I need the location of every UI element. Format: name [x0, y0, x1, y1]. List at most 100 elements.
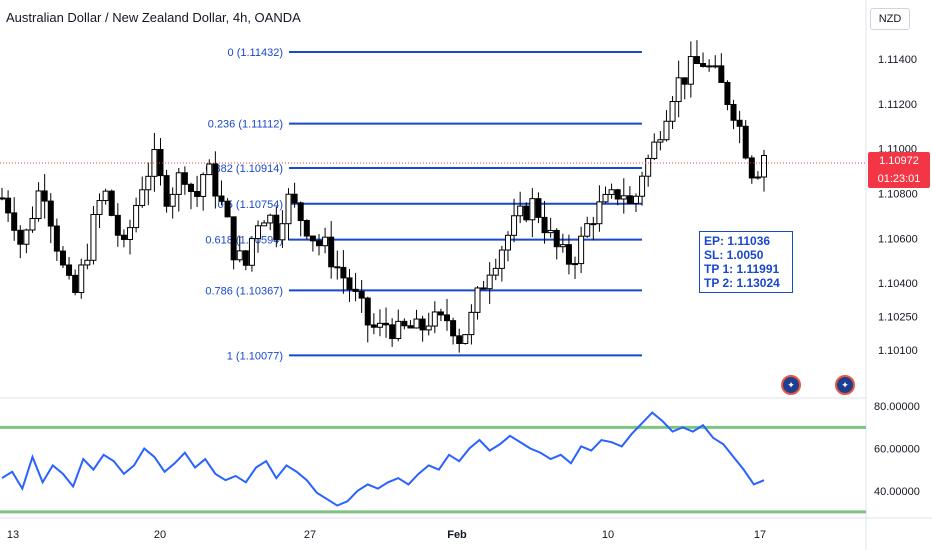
candle-body — [389, 324, 396, 340]
price-tick-label: 1.10100 — [878, 345, 918, 357]
candle-body — [242, 250, 249, 266]
candle-body — [693, 56, 700, 64]
candle-body — [163, 175, 170, 207]
candle-body — [41, 190, 48, 202]
candle-body — [681, 77, 688, 85]
candle-body — [706, 65, 713, 68]
candle-body — [657, 139, 664, 143]
candle-body — [632, 195, 639, 204]
candle-body — [11, 212, 18, 231]
candle-body — [596, 201, 603, 225]
candle-body — [303, 220, 310, 237]
chart-title: Australian Dollar / New Zealand Dollar, … — [6, 10, 301, 25]
entry-price: EP: 1.11036 — [704, 234, 771, 248]
candle-body — [511, 215, 518, 236]
trade-setup-note[interactable]: EP: 1.11036 SL: 1.0050 TP 1: 1.11991 TP … — [699, 231, 793, 293]
candle-body — [651, 141, 658, 159]
candle-body — [78, 264, 85, 294]
candle-body — [139, 189, 146, 207]
candle-body — [230, 216, 237, 261]
candle-body — [761, 155, 767, 178]
candle-body — [315, 240, 322, 247]
candle-body — [614, 189, 621, 200]
candle-body — [700, 62, 707, 67]
candle-body — [224, 200, 231, 218]
candle-body — [450, 320, 457, 337]
candle-body — [17, 229, 24, 245]
candle-body — [407, 325, 414, 329]
current-price-tag: 1.10972 01:23:01 — [868, 152, 930, 188]
candle-body — [663, 120, 670, 141]
rsi-tick-label: 40.00000 — [874, 486, 920, 498]
price-tick-label: 1.10800 — [878, 188, 918, 200]
fib-level-label: 0 (1.11432) — [228, 47, 283, 59]
candle-body — [480, 287, 487, 290]
candle-body — [431, 311, 438, 327]
candle-body — [492, 267, 499, 276]
candle-body — [47, 200, 54, 227]
rsi-tick-label: 80.00000 — [874, 401, 920, 413]
candle-body — [712, 65, 719, 68]
currency-selector[interactable]: NZD — [870, 8, 910, 30]
time-axis: 13 20 27 Feb 10 17 — [7, 529, 766, 541]
fib-level-label: 0.786 (1.10367) — [205, 285, 283, 297]
candle-body — [127, 227, 134, 240]
candle-body — [218, 195, 225, 202]
candle-body — [736, 119, 743, 127]
candle-body — [285, 193, 292, 225]
candle-body — [328, 236, 335, 268]
time-tick-label: 13 — [7, 529, 19, 541]
time-tick-label: 27 — [304, 529, 316, 541]
candle-body — [133, 205, 140, 229]
candle-body — [462, 334, 469, 344]
candle-body — [255, 225, 262, 240]
candle-body — [535, 198, 542, 218]
candle-body — [145, 175, 152, 191]
au-flag-icon[interactable]: ✦ — [835, 375, 855, 395]
candle-body — [626, 195, 633, 204]
candle-body — [608, 189, 615, 195]
fib-level-label: 0.382 (1.10914) — [205, 163, 283, 175]
candle-body — [541, 216, 548, 234]
candle-body — [376, 322, 383, 328]
candle-body — [35, 190, 42, 219]
time-tick-label: 10 — [602, 529, 614, 541]
candles — [0, 40, 767, 353]
rsi-axis: 80.00000 60.00000 40.00000 — [874, 401, 920, 498]
price-axis: 1.114001.112001.110001.108001.106001.104… — [878, 54, 918, 357]
candle-body — [358, 290, 365, 299]
candle-body — [370, 324, 377, 328]
candle-body — [748, 157, 755, 179]
candle-body — [0, 197, 5, 200]
candle-body — [419, 318, 426, 331]
au-flag-icon[interactable]: ✦ — [781, 375, 801, 395]
candle-body — [425, 325, 432, 331]
price-tick-label: 1.10250 — [878, 312, 918, 324]
candle-body — [66, 264, 73, 276]
candle-body — [72, 274, 79, 294]
candle-body — [523, 205, 530, 221]
candle-body — [5, 197, 12, 214]
candle-body — [578, 235, 585, 265]
candle-body — [200, 174, 207, 197]
current-price: 1.10972 — [879, 155, 919, 167]
candle-body — [645, 157, 652, 177]
candle-body — [187, 183, 194, 192]
candle-body — [212, 163, 219, 197]
candle-body — [669, 101, 676, 122]
candle-body — [559, 244, 566, 248]
candle-body — [474, 287, 481, 313]
candle-body — [754, 176, 761, 179]
candle-body — [572, 263, 579, 266]
candle-body — [346, 277, 353, 290]
candle-body — [742, 125, 749, 159]
candle-body — [53, 225, 60, 252]
candle-body — [590, 223, 597, 226]
rsi-line — [1, 411, 765, 507]
candle-body — [383, 322, 390, 326]
candle-body — [297, 202, 304, 222]
candle-body — [169, 193, 176, 207]
fib-level-label: 0.618 (1.10594) — [205, 235, 283, 247]
candle-body — [322, 236, 329, 247]
candle-body — [486, 274, 493, 290]
